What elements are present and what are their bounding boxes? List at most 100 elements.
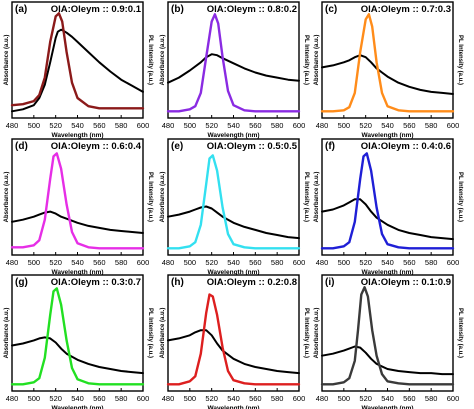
- x-tick-label: 520: [49, 258, 62, 267]
- absorbance-curve: [321, 345, 454, 376]
- y-axis-label-left: Absorbance (a.u.): [314, 35, 320, 86]
- x-tick-label: 580: [425, 394, 438, 403]
- x-tick-label: 560: [249, 121, 262, 130]
- x-tick-label: 540: [381, 394, 394, 403]
- plot-frame: [11, 138, 144, 256]
- x-tick-label: 520: [49, 121, 62, 130]
- pl-curve: [320, 13, 455, 113]
- pl-curve: [166, 293, 301, 386]
- x-tick-label: 520: [359, 394, 372, 403]
- x-tick-label: 480: [6, 258, 19, 267]
- panel-d: 480 500 520 540 560 580 600 Wavelength (nm) Abso…: [4, 138, 153, 276]
- x-tick-label: 480: [316, 394, 329, 403]
- x-tick-label: 500: [28, 258, 41, 267]
- x-tick-label: 480: [162, 121, 175, 130]
- x-axis-label: Wavelength (nm): [361, 405, 413, 409]
- panel-title: OlA:Oleym :: 0.6:0.4: [51, 141, 142, 152]
- x-tick-label: 500: [28, 394, 41, 403]
- absorbance-curve: [321, 54, 454, 95]
- panel-title: OlA:Oleym :: 0.8:0.2: [207, 4, 297, 15]
- x-tick-label: 600: [137, 258, 150, 267]
- panel-title: OlA:Oleym :: 0.5:0.5: [207, 141, 298, 152]
- panel-f: 480 500 520 540 560 580 600 Wavelength (nm) Abso…: [314, 138, 463, 276]
- x-tick-label: 500: [28, 121, 41, 130]
- y-axis-label-left: Absorbance (a.u.): [314, 308, 320, 359]
- y-axis-label-right: PL Intensity (a.u.): [147, 172, 153, 222]
- y-axis-label-right: PL Intensity (a.u.): [303, 308, 309, 358]
- x-axis-label: Wavelength (nm): [361, 132, 413, 139]
- x-tick-label: 540: [71, 121, 84, 130]
- panel-title: OlA:Oleym :: 0.3:0.7: [51, 277, 141, 288]
- x-tick-label: 580: [425, 121, 438, 130]
- y-axis-label-right: PL Intensity (a.u.): [457, 35, 463, 85]
- pl-curve: [320, 286, 455, 386]
- pl-curve: [320, 152, 455, 250]
- x-axis-label: Wavelength (nm): [207, 132, 259, 139]
- absorbance-curve: [11, 336, 144, 375]
- x-axis-label: Wavelength (nm): [51, 405, 103, 409]
- x-tick-label: 580: [271, 394, 284, 403]
- panel-title: OlA:Oleym :: 0.1:0.9: [361, 277, 451, 288]
- panel-label: (e): [171, 141, 183, 152]
- panel-title: OlA:Oleym :: 0.9:0.1: [51, 4, 142, 15]
- pl-curve: [166, 154, 301, 250]
- x-tick-label: 580: [115, 121, 128, 130]
- x-tick-label: 520: [205, 121, 218, 130]
- x-tick-label: 560: [403, 394, 416, 403]
- x-tick-label: 560: [93, 394, 106, 403]
- x-tick-label: 560: [93, 121, 106, 130]
- x-tick-label: 480: [6, 394, 19, 403]
- x-tick-label: 560: [403, 258, 416, 267]
- plot-frame: [167, 274, 300, 392]
- x-tick-label: 600: [447, 121, 460, 130]
- x-tick-label: 520: [359, 258, 372, 267]
- x-axis-label: Wavelength (nm): [361, 269, 413, 276]
- y-axis-label-right: PL Intensity (a.u.): [147, 308, 153, 358]
- panel-title: OlA:Oleym :: 0.7:0.3: [361, 4, 451, 15]
- panel-label: (c): [325, 4, 337, 15]
- x-tick-label: 520: [49, 394, 62, 403]
- x-tick-label: 540: [227, 258, 240, 267]
- x-tick-label: 600: [137, 121, 150, 130]
- y-axis-label-left: Absorbance (a.u.): [4, 35, 10, 86]
- x-tick-label: 520: [359, 121, 372, 130]
- x-tick-label: 540: [381, 121, 394, 130]
- x-tick-label: 540: [71, 394, 84, 403]
- plot-frame: [321, 1, 454, 119]
- y-axis-label-right: PL Intensity (a.u.): [303, 35, 309, 85]
- pl-curve: [166, 13, 301, 113]
- panel-a: 480 500 520 540 560 580 600 Wavelength (nm) Abso…: [4, 1, 153, 139]
- x-axis-label: Wavelength (nm): [51, 269, 103, 276]
- panel-label: (i): [325, 277, 334, 288]
- x-tick-label: 480: [316, 258, 329, 267]
- x-tick-label: 580: [271, 258, 284, 267]
- pl-curve: [10, 152, 145, 250]
- x-tick-label: 480: [6, 121, 19, 130]
- x-tick-label: 500: [338, 121, 351, 130]
- y-axis-label-right: PL Intensity (a.u.): [457, 172, 463, 222]
- x-tick-label: 480: [162, 258, 175, 267]
- x-tick-label: 480: [316, 121, 329, 130]
- x-tick-label: 500: [338, 258, 351, 267]
- y-axis-label-left: Absorbance (a.u.): [4, 172, 10, 223]
- x-tick-label: 600: [447, 394, 460, 403]
- x-tick-label: 580: [115, 258, 128, 267]
- plot-frame: [167, 1, 300, 119]
- y-axis-label-left: Absorbance (a.u.): [160, 172, 166, 223]
- absorbance-curve: [11, 210, 144, 234]
- x-tick-label: 560: [403, 121, 416, 130]
- x-tick-label: 520: [205, 394, 218, 403]
- x-tick-label: 600: [293, 258, 306, 267]
- x-tick-label: 500: [184, 121, 197, 130]
- x-axis-label: Wavelength (nm): [207, 405, 259, 409]
- panel-title: OlA:Oleym :: 0.2:0.8: [207, 277, 297, 288]
- absorbance-curve: [167, 205, 300, 240]
- panel-h: 480 500 520 540 560 580 600 Wavelength (nm) Abso…: [160, 274, 309, 409]
- x-tick-label: 500: [184, 258, 197, 267]
- y-axis-label-left: Absorbance (a.u.): [314, 172, 320, 223]
- x-tick-label: 560: [93, 258, 106, 267]
- x-tick-label: 540: [227, 394, 240, 403]
- panel-label: (f): [325, 141, 335, 152]
- plot-frame: [167, 138, 300, 256]
